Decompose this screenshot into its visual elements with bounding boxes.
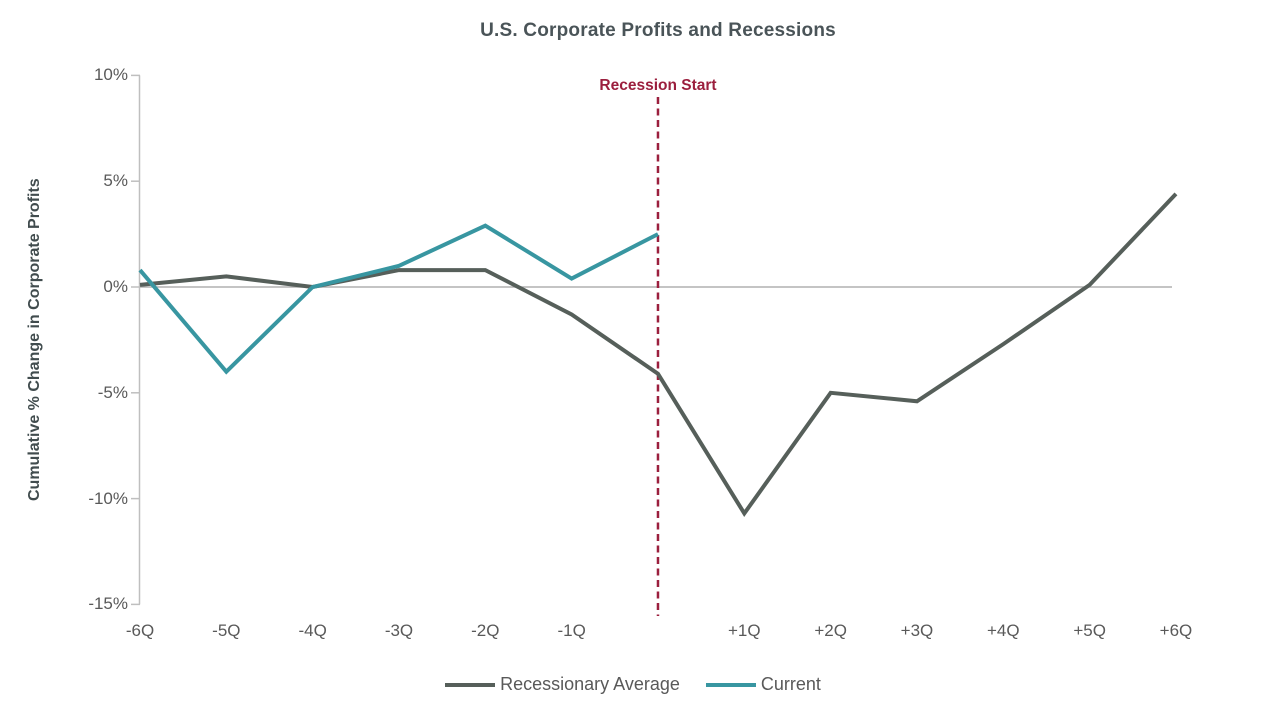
x-tick-label: +4Q <box>986 621 1020 640</box>
current-line <box>138 223 659 375</box>
x-tick-label: +5Q <box>1073 621 1106 640</box>
x-tick-label: -2Q <box>471 621 500 640</box>
x-tick-label: +6Q <box>1159 621 1193 640</box>
y-tick-label: 10% <box>93 65 128 85</box>
x-tick-label: -5Q <box>212 621 241 640</box>
x-tick-label: +1Q <box>727 621 761 640</box>
chart-title: U.S. Corporate Profits and Recessions <box>480 20 836 41</box>
y-tick-label: 0% <box>103 277 128 296</box>
y-tick-label: -5% <box>97 382 128 402</box>
x-tick-label: +3Q <box>900 621 934 640</box>
legend: Recessionary Average Current <box>0 674 1266 695</box>
legend-label-current: Current <box>760 674 821 694</box>
x-tick-label: -3Q <box>384 621 414 640</box>
y-tick-label: 5% <box>103 171 128 191</box>
recession-start-label: Recession Start <box>599 77 717 94</box>
x-tick-label: +2Q <box>814 621 847 640</box>
x-tick-label: -6Q <box>125 621 155 640</box>
y-tick-label: -15% <box>88 594 128 614</box>
y-tick-label: -10% <box>88 488 128 508</box>
recessionary-average-legend-swatch <box>445 682 496 687</box>
current-legend-swatch <box>705 682 756 687</box>
x-tick-label: -1Q <box>557 621 586 640</box>
legend-label-recessionary-average: Recessionary Average <box>500 674 680 694</box>
x-tick-label: -4Q <box>298 621 327 640</box>
